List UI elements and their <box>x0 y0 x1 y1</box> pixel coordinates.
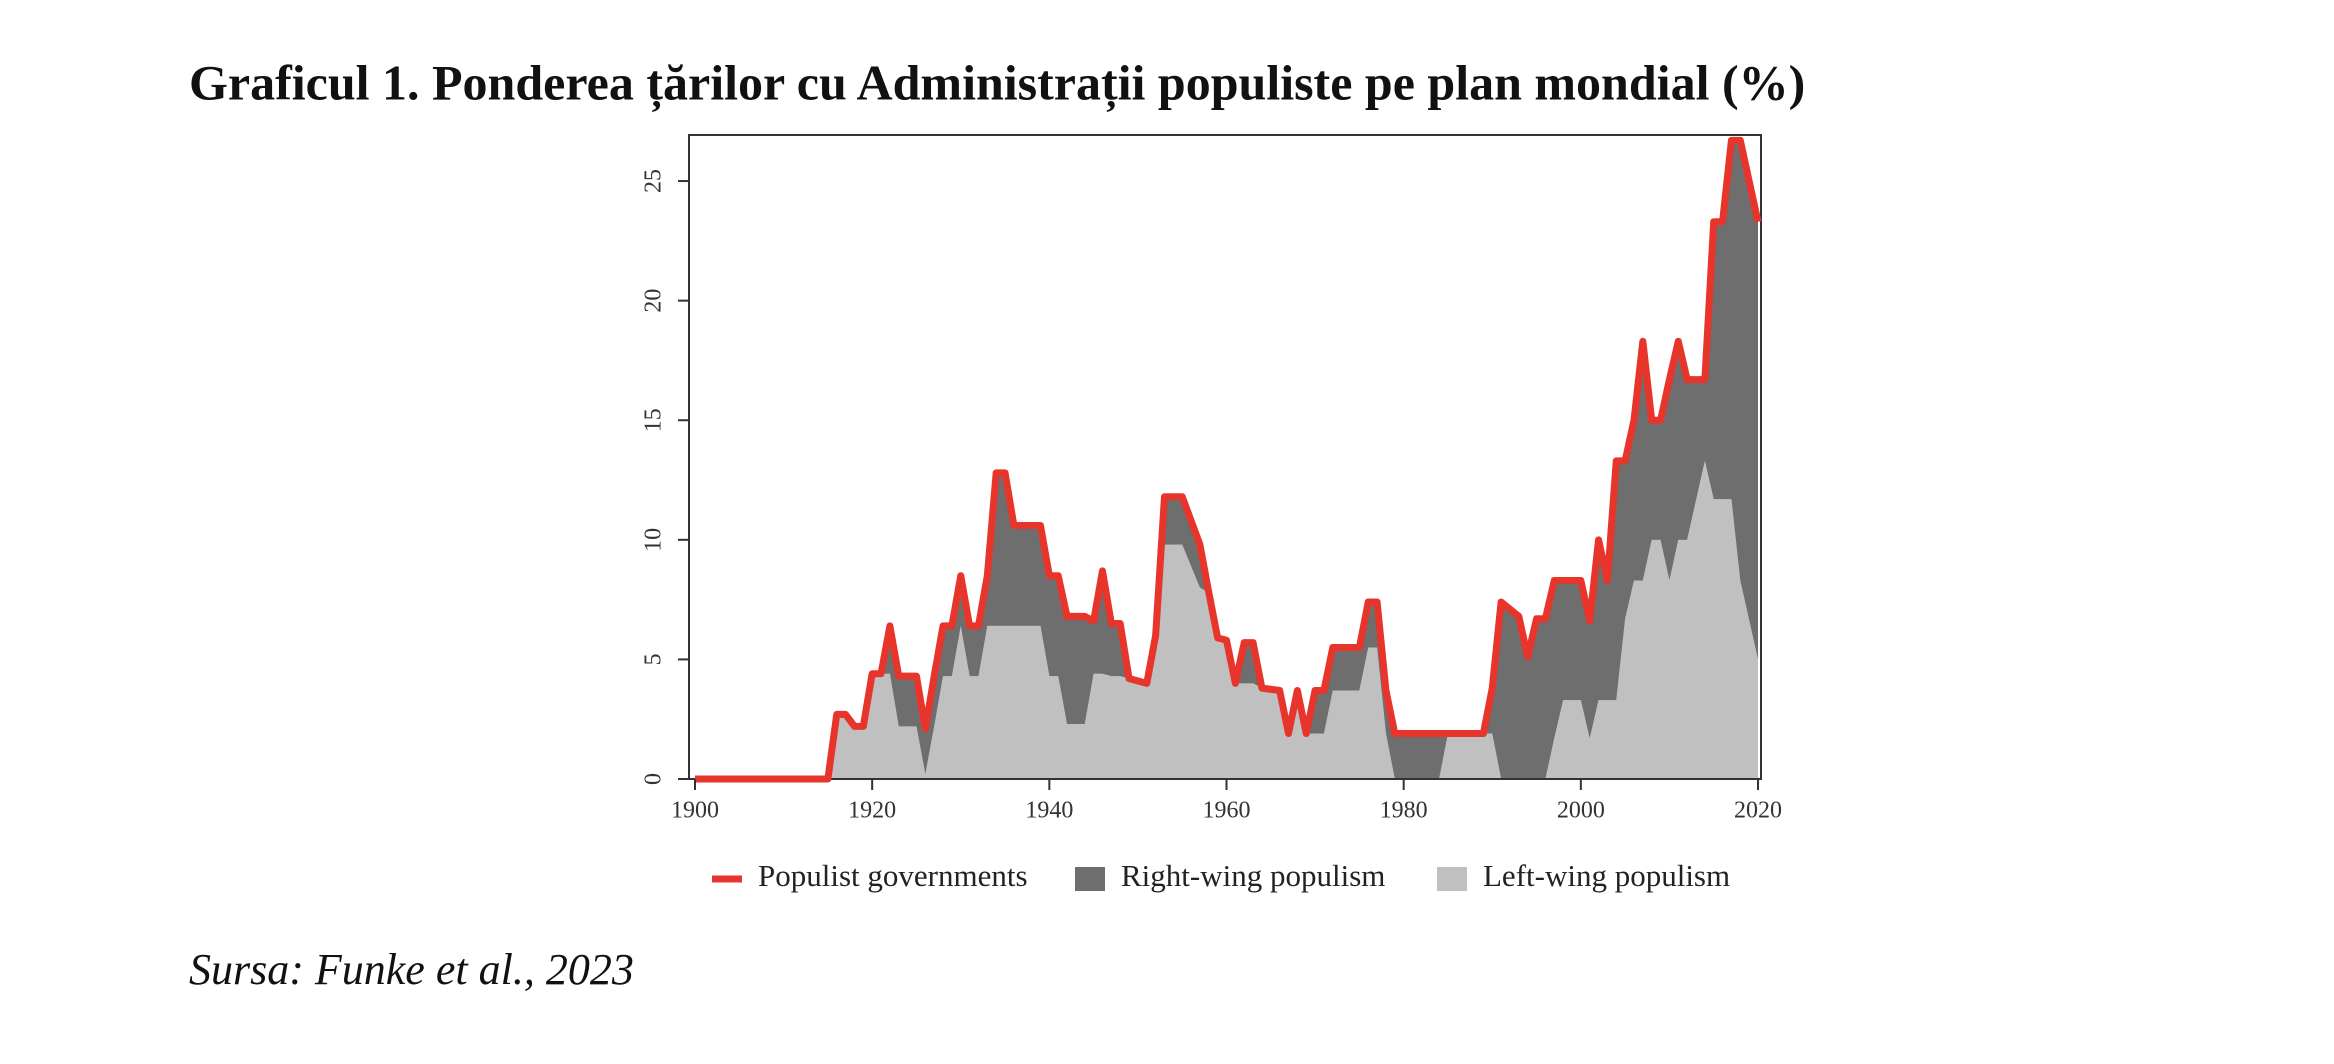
area <box>695 460 1758 779</box>
line <box>695 136 1762 783</box>
legend-label: Populist governments <box>758 858 1028 893</box>
chart-title: Graficul 1. Ponderea țărilor cu Administ… <box>189 54 1805 113</box>
legend-swatch <box>1437 867 1467 891</box>
y-tick-label: 0 <box>641 773 667 785</box>
y-tick-label: 5 <box>641 653 667 665</box>
y-tick-label: 15 <box>641 408 667 432</box>
source: Sursa: Funke et al., 2023 <box>189 945 634 994</box>
x-tick-label: 1980 <box>1380 798 1428 824</box>
legend-swatch <box>1075 867 1105 891</box>
x-tick-label: 2020 <box>1734 798 1782 824</box>
y-tick-label: 25 <box>641 169 667 193</box>
y-tick-label: 10 <box>641 528 667 552</box>
plot-frame <box>688 134 1762 780</box>
x-tick-label: 1900 <box>671 798 719 824</box>
legend-label: Right-wing populism <box>1121 858 1385 893</box>
x-tick-label: 1940 <box>1025 798 1073 824</box>
y-tick-label: 20 <box>641 289 667 313</box>
area <box>695 140 1758 779</box>
x-tick-label: 2000 <box>1557 798 1605 824</box>
legend-label: Left-wing populism <box>1483 858 1730 893</box>
x-tick-label: 1920 <box>848 798 896 824</box>
x-tick-label: 1960 <box>1203 798 1251 824</box>
